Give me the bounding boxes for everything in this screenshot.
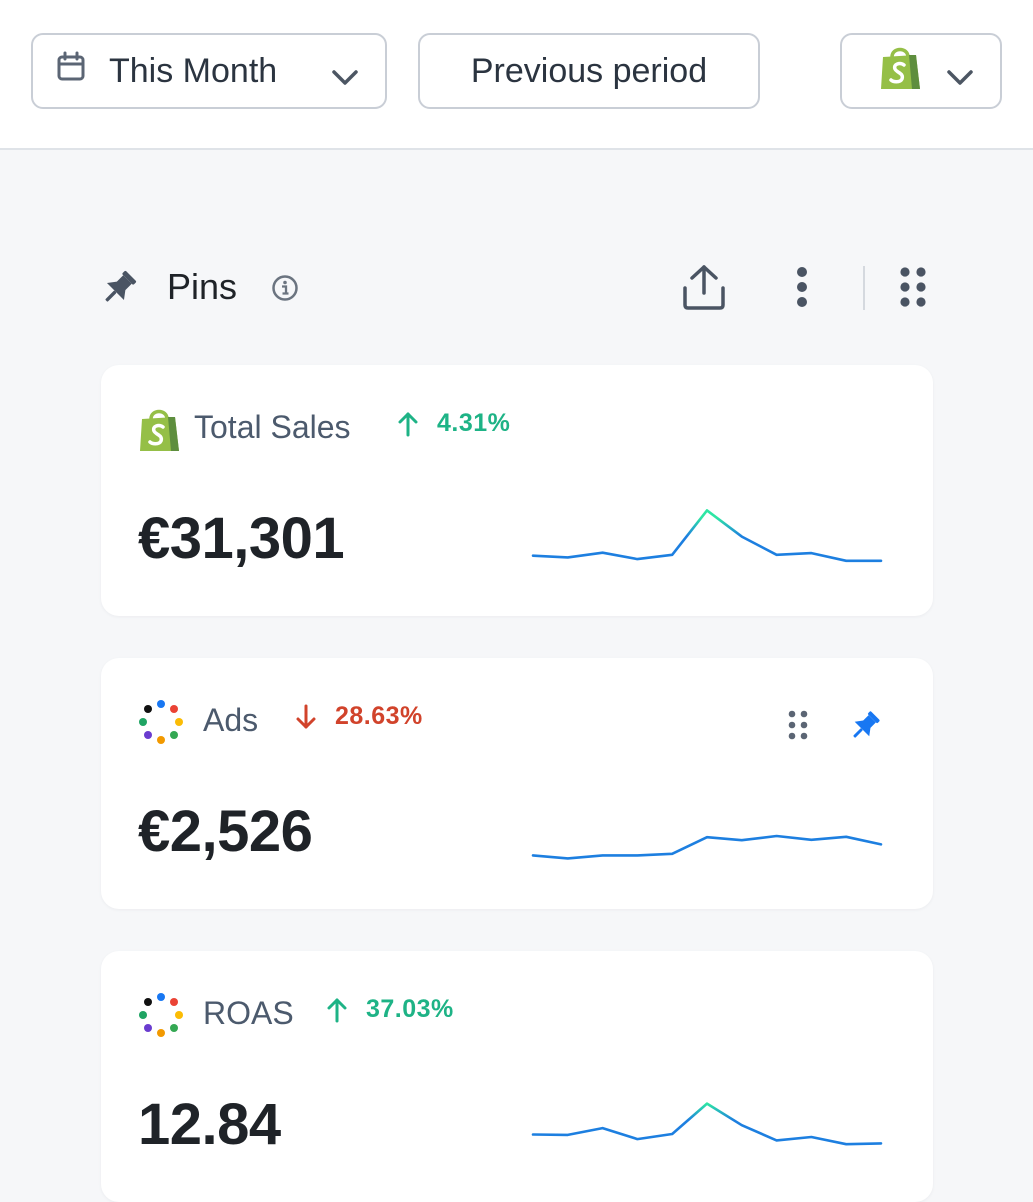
metric-title: Ads (203, 702, 259, 738)
compare-period-button[interactable]: Previous period (418, 33, 760, 109)
share-icon[interactable] (682, 264, 726, 315)
more-vertical-icon[interactable] (791, 266, 813, 315)
pins-section-header: Pins (98, 258, 932, 318)
metric-delta: 4.31% (397, 409, 510, 438)
sparkline-chart (531, 509, 883, 563)
pin-icon[interactable] (847, 708, 883, 749)
metric-value: €2,526 (138, 799, 313, 864)
compare-period-label: Previous period (470, 51, 708, 90)
chevron-down-icon (946, 59, 974, 98)
metric-card-ads[interactable]: Ads 28.63% €2,526 (101, 658, 933, 909)
date-range-label: This Month (109, 51, 278, 90)
date-range-button[interactable]: This Month (31, 33, 387, 109)
grid-icon[interactable] (898, 266, 928, 315)
arrow-up-icon (326, 997, 348, 1023)
metric-delta-value: 28.63% (335, 702, 423, 730)
metric-card-total-sales[interactable]: Total Sales 4.31% €31,301 (101, 365, 933, 616)
multi-channel-dots-icon (137, 991, 185, 1044)
sparkline-series (531, 834, 883, 860)
top-toolbar: This Month Previous period (0, 0, 1033, 150)
metric-value: €31,301 (138, 506, 345, 571)
sparkline-chart (531, 1102, 883, 1146)
store-selector-button[interactable] (840, 33, 1002, 109)
arrow-up-icon (397, 411, 419, 437)
metric-card-roas[interactable]: ROAS 37.03% 12.84 (101, 951, 933, 1202)
shopify-bag-icon (137, 405, 183, 458)
metric-delta: 28.63% (295, 702, 423, 731)
metric-value: 12.84 (138, 1092, 281, 1157)
metric-delta-value: 4.31% (437, 409, 511, 437)
metric-title: Total Sales (194, 409, 351, 445)
arrow-down-icon (295, 704, 317, 730)
metric-delta: 37.03% (326, 995, 454, 1024)
pin-icon (98, 267, 140, 314)
metric-delta-value: 37.03% (366, 995, 454, 1023)
info-icon[interactable] (271, 274, 299, 307)
shopify-bag-icon (878, 43, 924, 100)
toolbar-divider (863, 266, 865, 310)
metric-title: ROAS (203, 995, 294, 1031)
pins-title: Pins (167, 266, 238, 307)
sparkline-chart (531, 834, 883, 860)
chevron-down-icon (331, 59, 359, 98)
sparkline-series (531, 1102, 883, 1146)
sparkline-series (531, 509, 883, 563)
drag-handle-icon[interactable] (787, 710, 809, 745)
calendar-icon (55, 51, 87, 92)
multi-channel-dots-icon (137, 698, 185, 751)
